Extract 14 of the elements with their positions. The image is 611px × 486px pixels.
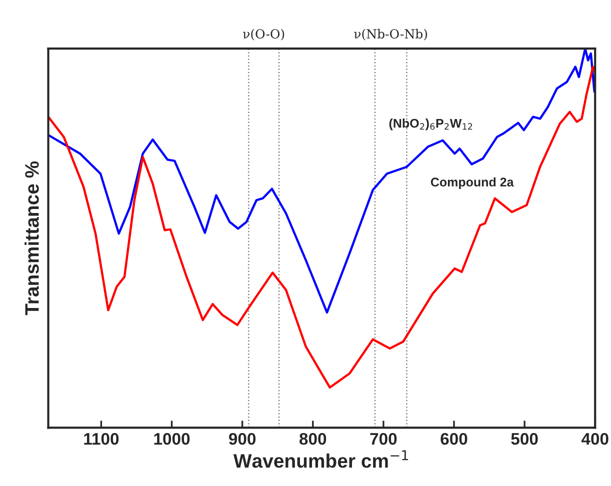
x-tick-label: 700 (370, 432, 397, 445)
text: ν(Nb-O-Nb) (354, 28, 428, 40)
x-tick-label: 1100 (84, 432, 119, 445)
x-tick-label: 900 (228, 432, 256, 445)
x-tick-label: 1000 (154, 432, 190, 445)
series-label: (NbO$_{2}$)$_{6}$P$_{2}$W$_{12}$ (389, 118, 472, 130)
x-tick-label: 400 (581, 432, 608, 445)
y-axis-title: Transmittance % (24, 161, 39, 316)
x-tick-label: 600 (440, 432, 468, 445)
x-tick-label: 500 (511, 432, 538, 445)
series-label: Compound 2a (430, 177, 514, 189)
text: ν(O-O) (243, 28, 284, 40)
x-tick-label: 800 (300, 432, 326, 445)
x-axis-title: Wavenumber cm$^{−1}$ (233, 450, 408, 468)
